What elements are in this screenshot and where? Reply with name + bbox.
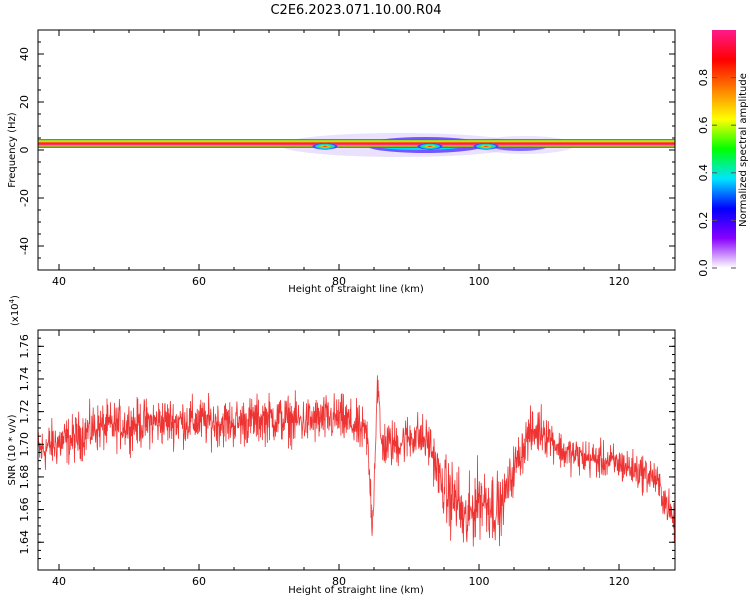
spectrogram-y-tick-label: 20 bbox=[18, 95, 31, 109]
colorbar-tick-label: 0.4 bbox=[697, 164, 710, 182]
spectrum-peak-feature bbox=[311, 142, 339, 150]
snr-x-tick-label: 100 bbox=[469, 575, 490, 588]
spectrogram-x-tick-label: 80 bbox=[332, 275, 346, 288]
spectrogram-x-tick-label: 60 bbox=[192, 275, 206, 288]
spectrogram-panel: 40 60 80 100 120 40 20 0 -20 -40 Height of strai… bbox=[7, 29, 676, 295]
snr-y-tick-label: 1.70 bbox=[18, 432, 31, 457]
snr-y-tick-label: 1.68 bbox=[18, 465, 31, 490]
colorbar-gradient bbox=[712, 30, 736, 268]
spectrogram-y-tick-label: -20 bbox=[18, 189, 31, 207]
snr-frame bbox=[37, 329, 676, 571]
snr-panel: 40 60 80 100 120 1.64 1.66 1.68 1.70 1.72 1.74 1.7… bbox=[7, 295, 676, 596]
spectrum-peak-feature bbox=[472, 142, 500, 150]
snr-y-axis-label: SNR (10 * v/v) bbox=[7, 414, 18, 485]
spectrogram-y-tick-label: 40 bbox=[18, 47, 31, 61]
snr-series-line bbox=[38, 375, 675, 547]
snr-y-tick-label: 1.66 bbox=[18, 497, 31, 521]
snr-x-tick-label: 120 bbox=[609, 575, 630, 588]
snr-y-multiplier: (x104) bbox=[8, 295, 21, 326]
spectrogram-image bbox=[38, 133, 675, 157]
snr-y-tick-label: 1.72 bbox=[18, 399, 31, 424]
snr-x-tick-label: 40 bbox=[52, 575, 66, 588]
snr-y-tick-label: 1.74 bbox=[18, 367, 31, 392]
snr-y-tick-label: 1.76 bbox=[18, 334, 31, 359]
colorbar: 0.0 0.2 0.4 0.6 0.8 Normalized spectral ampl… bbox=[697, 30, 749, 277]
colorbar-tick-label: 0.6 bbox=[697, 116, 710, 134]
spectrogram-x-axis-label: Height of straight line (km) bbox=[288, 284, 424, 295]
snr-x-tick-label: 80 bbox=[332, 575, 346, 588]
colorbar-tick-label: 0.0 bbox=[697, 259, 710, 277]
spectrogram-y-tick-label: -40 bbox=[18, 237, 31, 255]
spectrum-main-band bbox=[38, 139, 675, 148]
spectrogram-y-tick-label: 0 bbox=[18, 147, 31, 154]
snr-x-axis-label: Height of straight line (km) bbox=[288, 585, 424, 596]
spectrum-peak-feature bbox=[416, 142, 444, 150]
colorbar-label: Normalized spectral amplitude bbox=[738, 73, 749, 227]
snr-x-tick-label: 60 bbox=[192, 575, 206, 588]
spectrogram-x-tick-label: 40 bbox=[52, 275, 66, 288]
spectrogram-x-tick-label: 100 bbox=[469, 275, 490, 288]
spectrogram-y-axis-label: Frequency (Hz) bbox=[7, 112, 18, 188]
snr-y-tick-label: 1.64 bbox=[18, 530, 31, 555]
colorbar-tick-label: 0.2 bbox=[697, 212, 710, 230]
chart-title: C2E6.2023.071.10.00.R04 bbox=[270, 3, 441, 18]
spectrogram-x-tick-label: 120 bbox=[609, 275, 630, 288]
colorbar-tick-label: 0.8 bbox=[697, 69, 710, 87]
